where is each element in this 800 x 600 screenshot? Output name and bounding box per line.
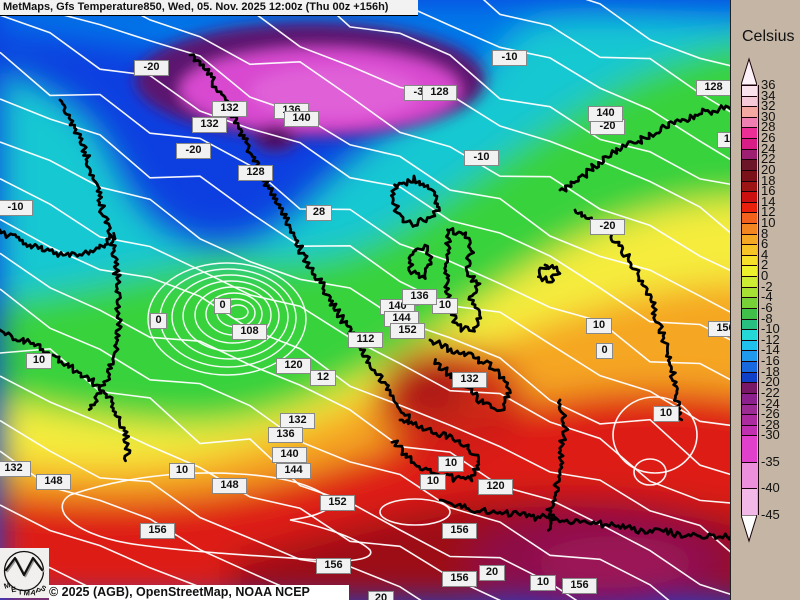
svg-text:T: T (18, 587, 23, 596)
svg-text:M: M (23, 588, 30, 597)
